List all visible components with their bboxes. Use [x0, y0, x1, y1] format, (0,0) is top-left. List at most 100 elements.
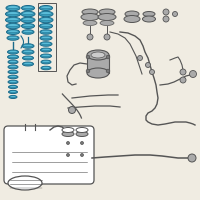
Ellipse shape — [40, 30, 52, 34]
Ellipse shape — [8, 55, 18, 59]
Ellipse shape — [8, 176, 42, 190]
Ellipse shape — [22, 62, 34, 66]
Circle shape — [172, 11, 178, 17]
Ellipse shape — [41, 54, 51, 56]
Ellipse shape — [9, 60, 17, 62]
FancyBboxPatch shape — [4, 126, 94, 184]
Bar — [38, 3, 56, 71]
Circle shape — [80, 154, 84, 156]
Ellipse shape — [40, 6, 52, 8]
Ellipse shape — [40, 24, 52, 26]
Ellipse shape — [40, 54, 52, 58]
Ellipse shape — [87, 50, 109, 60]
Ellipse shape — [22, 12, 34, 15]
Ellipse shape — [8, 36, 18, 38]
Circle shape — [66, 142, 70, 144]
Ellipse shape — [39, 11, 53, 17]
Ellipse shape — [22, 44, 34, 48]
Ellipse shape — [9, 96, 17, 98]
Ellipse shape — [41, 66, 51, 70]
Ellipse shape — [22, 24, 34, 26]
Ellipse shape — [40, 42, 52, 46]
Ellipse shape — [62, 128, 74, 132]
Ellipse shape — [8, 50, 18, 54]
Ellipse shape — [83, 21, 97, 25]
Ellipse shape — [9, 76, 17, 77]
Ellipse shape — [76, 132, 88, 136]
Ellipse shape — [142, 16, 156, 22]
Ellipse shape — [40, 48, 52, 52]
Ellipse shape — [9, 65, 17, 67]
Ellipse shape — [87, 68, 109, 78]
Ellipse shape — [42, 60, 50, 62]
Ellipse shape — [22, 23, 35, 28]
Ellipse shape — [9, 81, 17, 82]
Ellipse shape — [40, 5, 52, 10]
Ellipse shape — [9, 86, 17, 87]
Ellipse shape — [98, 14, 116, 21]
Ellipse shape — [7, 36, 19, 40]
Ellipse shape — [9, 71, 17, 72]
Circle shape — [86, 55, 90, 59]
Ellipse shape — [41, 60, 51, 64]
Ellipse shape — [6, 17, 21, 23]
Circle shape — [106, 55, 110, 59]
Circle shape — [180, 77, 186, 83]
Circle shape — [163, 9, 169, 15]
Ellipse shape — [8, 80, 18, 84]
Circle shape — [87, 34, 93, 40]
Ellipse shape — [40, 23, 52, 28]
Ellipse shape — [22, 6, 34, 8]
Ellipse shape — [41, 36, 51, 38]
Circle shape — [180, 69, 186, 75]
Ellipse shape — [39, 17, 53, 23]
Ellipse shape — [41, 30, 51, 32]
Ellipse shape — [6, 5, 20, 11]
Ellipse shape — [100, 21, 114, 25]
Circle shape — [86, 69, 90, 73]
Circle shape — [66, 154, 70, 156]
Ellipse shape — [22, 5, 35, 10]
Ellipse shape — [7, 18, 19, 21]
Ellipse shape — [8, 75, 18, 79]
Circle shape — [150, 70, 154, 74]
Ellipse shape — [8, 60, 18, 64]
Ellipse shape — [6, 29, 20, 34]
Circle shape — [138, 55, 142, 60]
Ellipse shape — [22, 18, 34, 21]
Ellipse shape — [76, 128, 88, 132]
Ellipse shape — [23, 50, 33, 52]
Circle shape — [163, 16, 169, 22]
Ellipse shape — [62, 132, 74, 136]
Circle shape — [80, 142, 84, 144]
Circle shape — [146, 62, 151, 68]
Circle shape — [106, 69, 110, 73]
Ellipse shape — [8, 65, 18, 69]
Ellipse shape — [40, 18, 52, 21]
Ellipse shape — [41, 48, 51, 50]
Ellipse shape — [125, 11, 139, 17]
Ellipse shape — [7, 6, 19, 9]
Ellipse shape — [81, 14, 99, 21]
Ellipse shape — [21, 11, 35, 17]
Circle shape — [104, 34, 110, 40]
Ellipse shape — [99, 9, 115, 15]
Ellipse shape — [6, 11, 21, 17]
Ellipse shape — [23, 30, 33, 32]
Ellipse shape — [23, 56, 33, 58]
Ellipse shape — [6, 23, 20, 29]
Ellipse shape — [8, 55, 18, 57]
Ellipse shape — [23, 44, 33, 46]
Ellipse shape — [22, 50, 34, 54]
Bar — [87, 55, 109, 73]
Ellipse shape — [7, 30, 19, 32]
Ellipse shape — [82, 9, 98, 15]
Ellipse shape — [40, 12, 52, 15]
Circle shape — [68, 106, 76, 114]
Ellipse shape — [8, 90, 18, 94]
Ellipse shape — [42, 67, 50, 68]
Ellipse shape — [41, 42, 51, 44]
Ellipse shape — [91, 52, 105, 58]
Circle shape — [190, 71, 196, 77]
Ellipse shape — [40, 36, 52, 40]
